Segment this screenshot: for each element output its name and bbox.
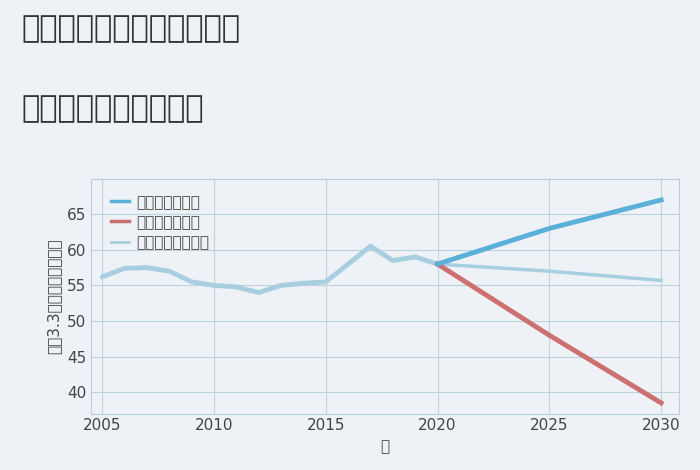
Legend: グッドシナリオ, バッドシナリオ, ノーマルシナリオ: グッドシナリオ, バッドシナリオ, ノーマルシナリオ	[104, 188, 216, 257]
Y-axis label: 坪（3.3㎡）単価（万円）: 坪（3.3㎡）単価（万円）	[46, 238, 61, 354]
Text: 中古戸建ての価格推移: 中古戸建ての価格推移	[21, 94, 204, 123]
X-axis label: 年: 年	[380, 439, 390, 454]
Text: 三重県四日市市下海老町の: 三重県四日市市下海老町の	[21, 14, 240, 43]
